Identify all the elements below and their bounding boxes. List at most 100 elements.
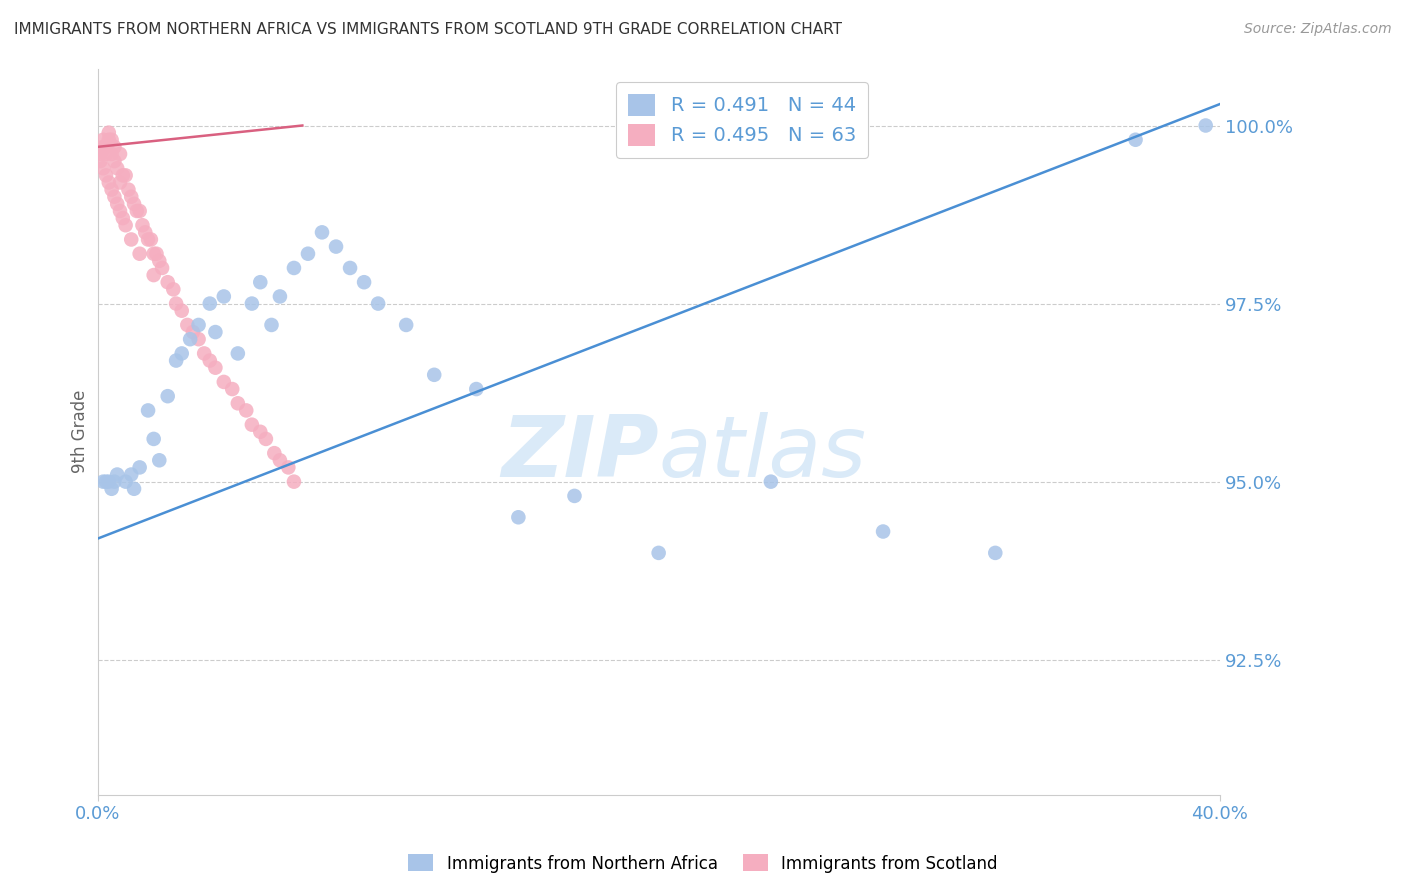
- Point: [89, 154, 111, 169]
- Point: [212, 289, 235, 303]
- Point: [89, 147, 111, 161]
- Point: [423, 368, 446, 382]
- Point: [108, 147, 131, 161]
- Point: [128, 204, 150, 219]
- Point: [395, 318, 418, 332]
- Point: [235, 403, 257, 417]
- Point: [759, 475, 782, 489]
- Point: [872, 524, 894, 539]
- Text: ZIP: ZIP: [501, 412, 658, 495]
- Point: [508, 510, 530, 524]
- Point: [97, 475, 120, 489]
- Point: [179, 332, 201, 346]
- Point: [1195, 119, 1218, 133]
- Point: [120, 467, 142, 482]
- Point: [114, 169, 136, 183]
- Point: [145, 246, 167, 260]
- Point: [108, 204, 131, 219]
- Point: [367, 296, 389, 310]
- Point: [111, 169, 134, 183]
- Text: atlas: atlas: [658, 412, 866, 495]
- Point: [94, 169, 117, 183]
- Point: [269, 289, 291, 303]
- Point: [105, 467, 128, 482]
- Point: [187, 332, 209, 346]
- Point: [142, 268, 165, 282]
- Point: [114, 218, 136, 232]
- Point: [181, 325, 204, 339]
- Point: [240, 296, 263, 310]
- Point: [97, 126, 120, 140]
- Point: [198, 296, 221, 310]
- Point: [91, 161, 114, 176]
- Point: [128, 246, 150, 260]
- Point: [94, 475, 117, 489]
- Point: [283, 260, 305, 275]
- Point: [170, 303, 193, 318]
- Point: [226, 396, 249, 410]
- Point: [97, 176, 120, 190]
- Point: [465, 382, 488, 396]
- Point: [221, 382, 243, 396]
- Point: [103, 140, 125, 154]
- Point: [120, 190, 142, 204]
- Point: [100, 133, 122, 147]
- Point: [100, 183, 122, 197]
- Point: [114, 475, 136, 489]
- Point: [240, 417, 263, 432]
- Legend: Immigrants from Northern Africa, Immigrants from Scotland: Immigrants from Northern Africa, Immigra…: [402, 847, 1004, 880]
- Point: [176, 318, 198, 332]
- Text: IMMIGRANTS FROM NORTHERN AFRICA VS IMMIGRANTS FROM SCOTLAND 9TH GRADE CORRELATIO: IMMIGRANTS FROM NORTHERN AFRICA VS IMMIG…: [14, 22, 842, 37]
- Point: [131, 218, 153, 232]
- Point: [94, 147, 117, 161]
- Point: [226, 346, 249, 360]
- Point: [564, 489, 586, 503]
- Y-axis label: 9th Grade: 9th Grade: [72, 390, 89, 474]
- Point: [263, 446, 285, 460]
- Point: [139, 232, 162, 246]
- Point: [108, 176, 131, 190]
- Point: [148, 453, 170, 467]
- Point: [122, 197, 145, 211]
- Point: [100, 147, 122, 161]
- Point: [249, 275, 271, 289]
- Point: [122, 482, 145, 496]
- Point: [128, 460, 150, 475]
- Point: [339, 260, 361, 275]
- Point: [311, 225, 333, 239]
- Point: [156, 275, 179, 289]
- Point: [142, 246, 165, 260]
- Point: [103, 475, 125, 489]
- Point: [297, 246, 319, 260]
- Point: [105, 161, 128, 176]
- Point: [136, 232, 159, 246]
- Point: [647, 546, 669, 560]
- Point: [260, 318, 283, 332]
- Point: [136, 403, 159, 417]
- Point: [150, 260, 173, 275]
- Text: Source: ZipAtlas.com: Source: ZipAtlas.com: [1244, 22, 1392, 37]
- Point: [283, 475, 305, 489]
- Point: [198, 353, 221, 368]
- Point: [212, 375, 235, 389]
- Point: [249, 425, 271, 439]
- Point: [100, 482, 122, 496]
- Point: [134, 225, 156, 239]
- Point: [91, 140, 114, 154]
- Point: [103, 154, 125, 169]
- Point: [91, 133, 114, 147]
- Point: [254, 432, 277, 446]
- Point: [1125, 133, 1147, 147]
- Point: [162, 282, 184, 296]
- Point: [277, 460, 299, 475]
- Point: [103, 190, 125, 204]
- Legend: R = 0.491   N = 44, R = 0.495   N = 63: R = 0.491 N = 44, R = 0.495 N = 63: [616, 82, 868, 158]
- Point: [165, 353, 187, 368]
- Point: [117, 183, 139, 197]
- Point: [269, 453, 291, 467]
- Point: [94, 140, 117, 154]
- Point: [91, 475, 114, 489]
- Point: [148, 253, 170, 268]
- Point: [193, 346, 215, 360]
- Point: [142, 432, 165, 446]
